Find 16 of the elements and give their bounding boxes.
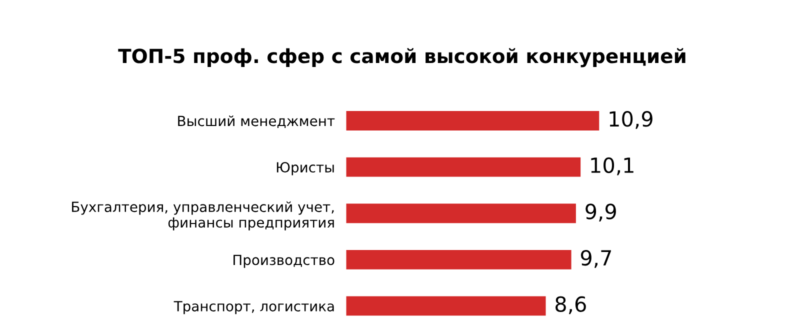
y-tick-label: Бухгалтерия, управленческий учет, финансы предприятия <box>72 201 334 230</box>
y-tick-label: Юристы <box>276 162 334 176</box>
y-tick-label: Производство <box>234 254 334 268</box>
data-label: 10,9 <box>610 111 652 129</box>
bar <box>346 204 576 224</box>
y-tick-label: Высший менеджмент <box>178 116 335 128</box>
data-label: 8,6 <box>556 296 586 314</box>
bar <box>346 157 581 177</box>
y-tick-label: Транспорт, логистика <box>174 301 334 314</box>
bar <box>346 296 546 316</box>
bar <box>346 250 572 270</box>
data-label: 9,7 <box>580 250 611 268</box>
data-label: 9,9 <box>586 204 616 222</box>
chart-title: ТОП-5 проф. сфер с самой высокой конкуренцией <box>118 48 686 68</box>
bar <box>346 111 600 130</box>
data-label: 10,1 <box>591 157 634 176</box>
